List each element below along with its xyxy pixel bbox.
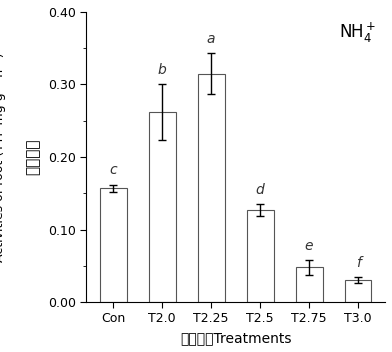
Text: 根系活力: 根系活力 bbox=[25, 139, 40, 175]
Bar bbox=[198, 74, 225, 302]
Text: NH$_4^+$: NH$_4^+$ bbox=[339, 21, 376, 45]
Bar bbox=[100, 188, 127, 302]
Bar bbox=[296, 267, 323, 302]
Text: d: d bbox=[256, 183, 265, 197]
Text: a: a bbox=[207, 32, 216, 46]
Text: c: c bbox=[109, 163, 117, 177]
Text: f: f bbox=[356, 256, 361, 270]
Bar bbox=[345, 280, 372, 302]
Text: e: e bbox=[305, 239, 313, 253]
Bar bbox=[247, 210, 274, 302]
Text: b: b bbox=[158, 63, 167, 77]
Bar bbox=[149, 112, 176, 302]
Y-axis label: Activities of root (TTF mg·g⁻¹·h⁻¹): Activities of root (TTF mg·g⁻¹·h⁻¹) bbox=[0, 52, 6, 262]
X-axis label: 场强处理Treatments: 场强处理Treatments bbox=[180, 331, 291, 345]
